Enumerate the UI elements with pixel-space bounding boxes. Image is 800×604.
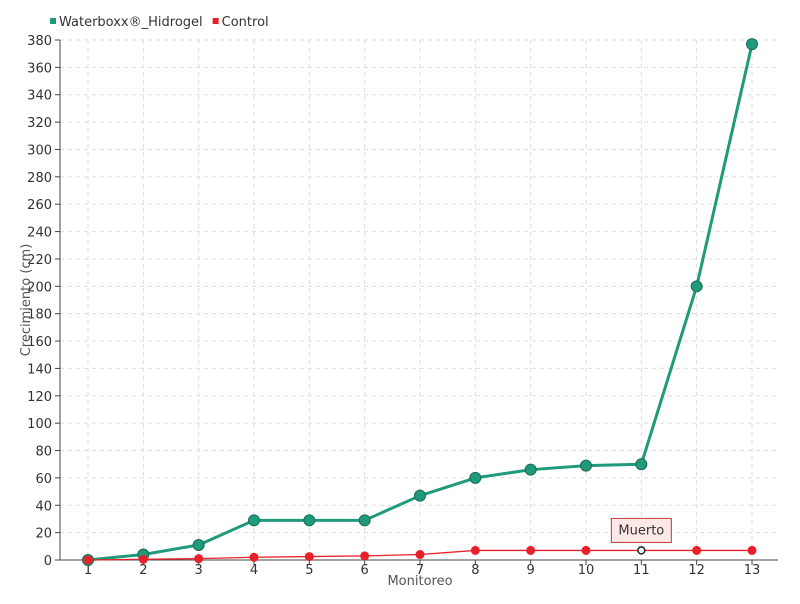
data-point[interactable] [524,463,537,476]
y-tick-labels: 0 20 40 60 80 100 120 140 160 180 200 220 240 260 280 3… [27,34,52,569]
data-point[interactable] [415,550,425,560]
data-point[interactable] [304,552,314,562]
y-tick-label: 0 [44,554,52,569]
legend-marker [50,18,56,24]
x-tick-label: 10 [578,563,595,578]
data-point[interactable] [746,38,758,51]
x-tick-label: 3 [195,563,203,578]
axes [55,39,778,565]
data-point[interactable] [414,489,426,502]
data-point[interactable] [303,514,316,527]
x-tick-label: 12 [688,563,705,578]
data-point-marked[interactable] [637,546,646,555]
y-tick-label: 300 [27,143,52,158]
legend[interactable]: Waterboxx®_Hidrogel Control [50,15,269,30]
y-tick-label: 180 [27,308,52,323]
annotations: Muerto [610,517,672,543]
y-tick-label: 340 [27,89,52,104]
y-tick-label: 100 [27,417,52,432]
data-point[interactable] [83,555,93,565]
y-tick-label: 240 [27,226,52,241]
data-point[interactable] [690,280,703,293]
y-tick-label: 200 [27,280,52,295]
x-tick-label: 2 [139,563,147,578]
grid-lines [60,39,778,561]
y-tick-label: 80 [35,445,52,460]
y-tick-label: 120 [27,390,52,405]
data-point[interactable] [470,545,480,555]
y-tick-label: 20 [35,527,52,542]
data-point[interactable] [138,554,148,564]
x-tick-label: 11 [633,563,650,578]
x-tick-label: 5 [305,563,313,578]
data-point[interactable] [526,545,536,555]
x-tick-label: 9 [527,563,535,578]
y-tick-label: 260 [27,198,52,213]
y-tick-label: 380 [27,34,52,49]
y-tick-label: 60 [35,472,52,487]
data-point[interactable] [248,514,260,527]
data-point[interactable] [635,458,648,471]
legend-marker [212,18,219,24]
x-tick-label: 4 [250,563,258,578]
y-tick-label: 320 [27,116,52,131]
legend-label[interactable]: Waterboxx®_Hidrogel [59,15,203,30]
y-axis-title: Crecimiento (cm) [19,244,34,357]
data-point[interactable] [192,538,205,551]
y-tick-label: 140 [27,362,52,377]
y-tick-label: 160 [27,335,52,350]
data-point[interactable] [358,514,371,527]
y-tick-label: 40 [35,499,52,514]
y-tick-label: 280 [27,171,52,186]
data-point[interactable] [581,545,591,555]
data-point[interactable] [692,545,702,555]
annotation-box [610,517,672,543]
series-lines [82,38,758,566]
annotation-label: Muerto [618,523,664,538]
x-tick-label: 13 [744,563,761,578]
legend-label[interactable]: Control [222,15,269,30]
y-tick-label: 220 [27,253,52,268]
data-point[interactable] [469,471,482,484]
x-tick-labels: 1 2 3 4 5 6 7 8 9 10 11 12 13 [84,563,760,578]
x-tick-label: 1 [84,563,92,578]
x-tick-label: 6 [361,563,369,578]
data-point[interactable] [194,554,204,564]
x-tick-label: 8 [471,563,479,578]
data-point[interactable] [747,545,757,555]
y-tick-label: 360 [27,61,52,76]
data-point[interactable] [580,459,592,472]
data-point[interactable] [360,551,370,561]
x-tick-label: 7 [416,563,424,578]
data-point[interactable] [249,552,259,562]
x-axis-title: Monitoreo [387,574,452,589]
